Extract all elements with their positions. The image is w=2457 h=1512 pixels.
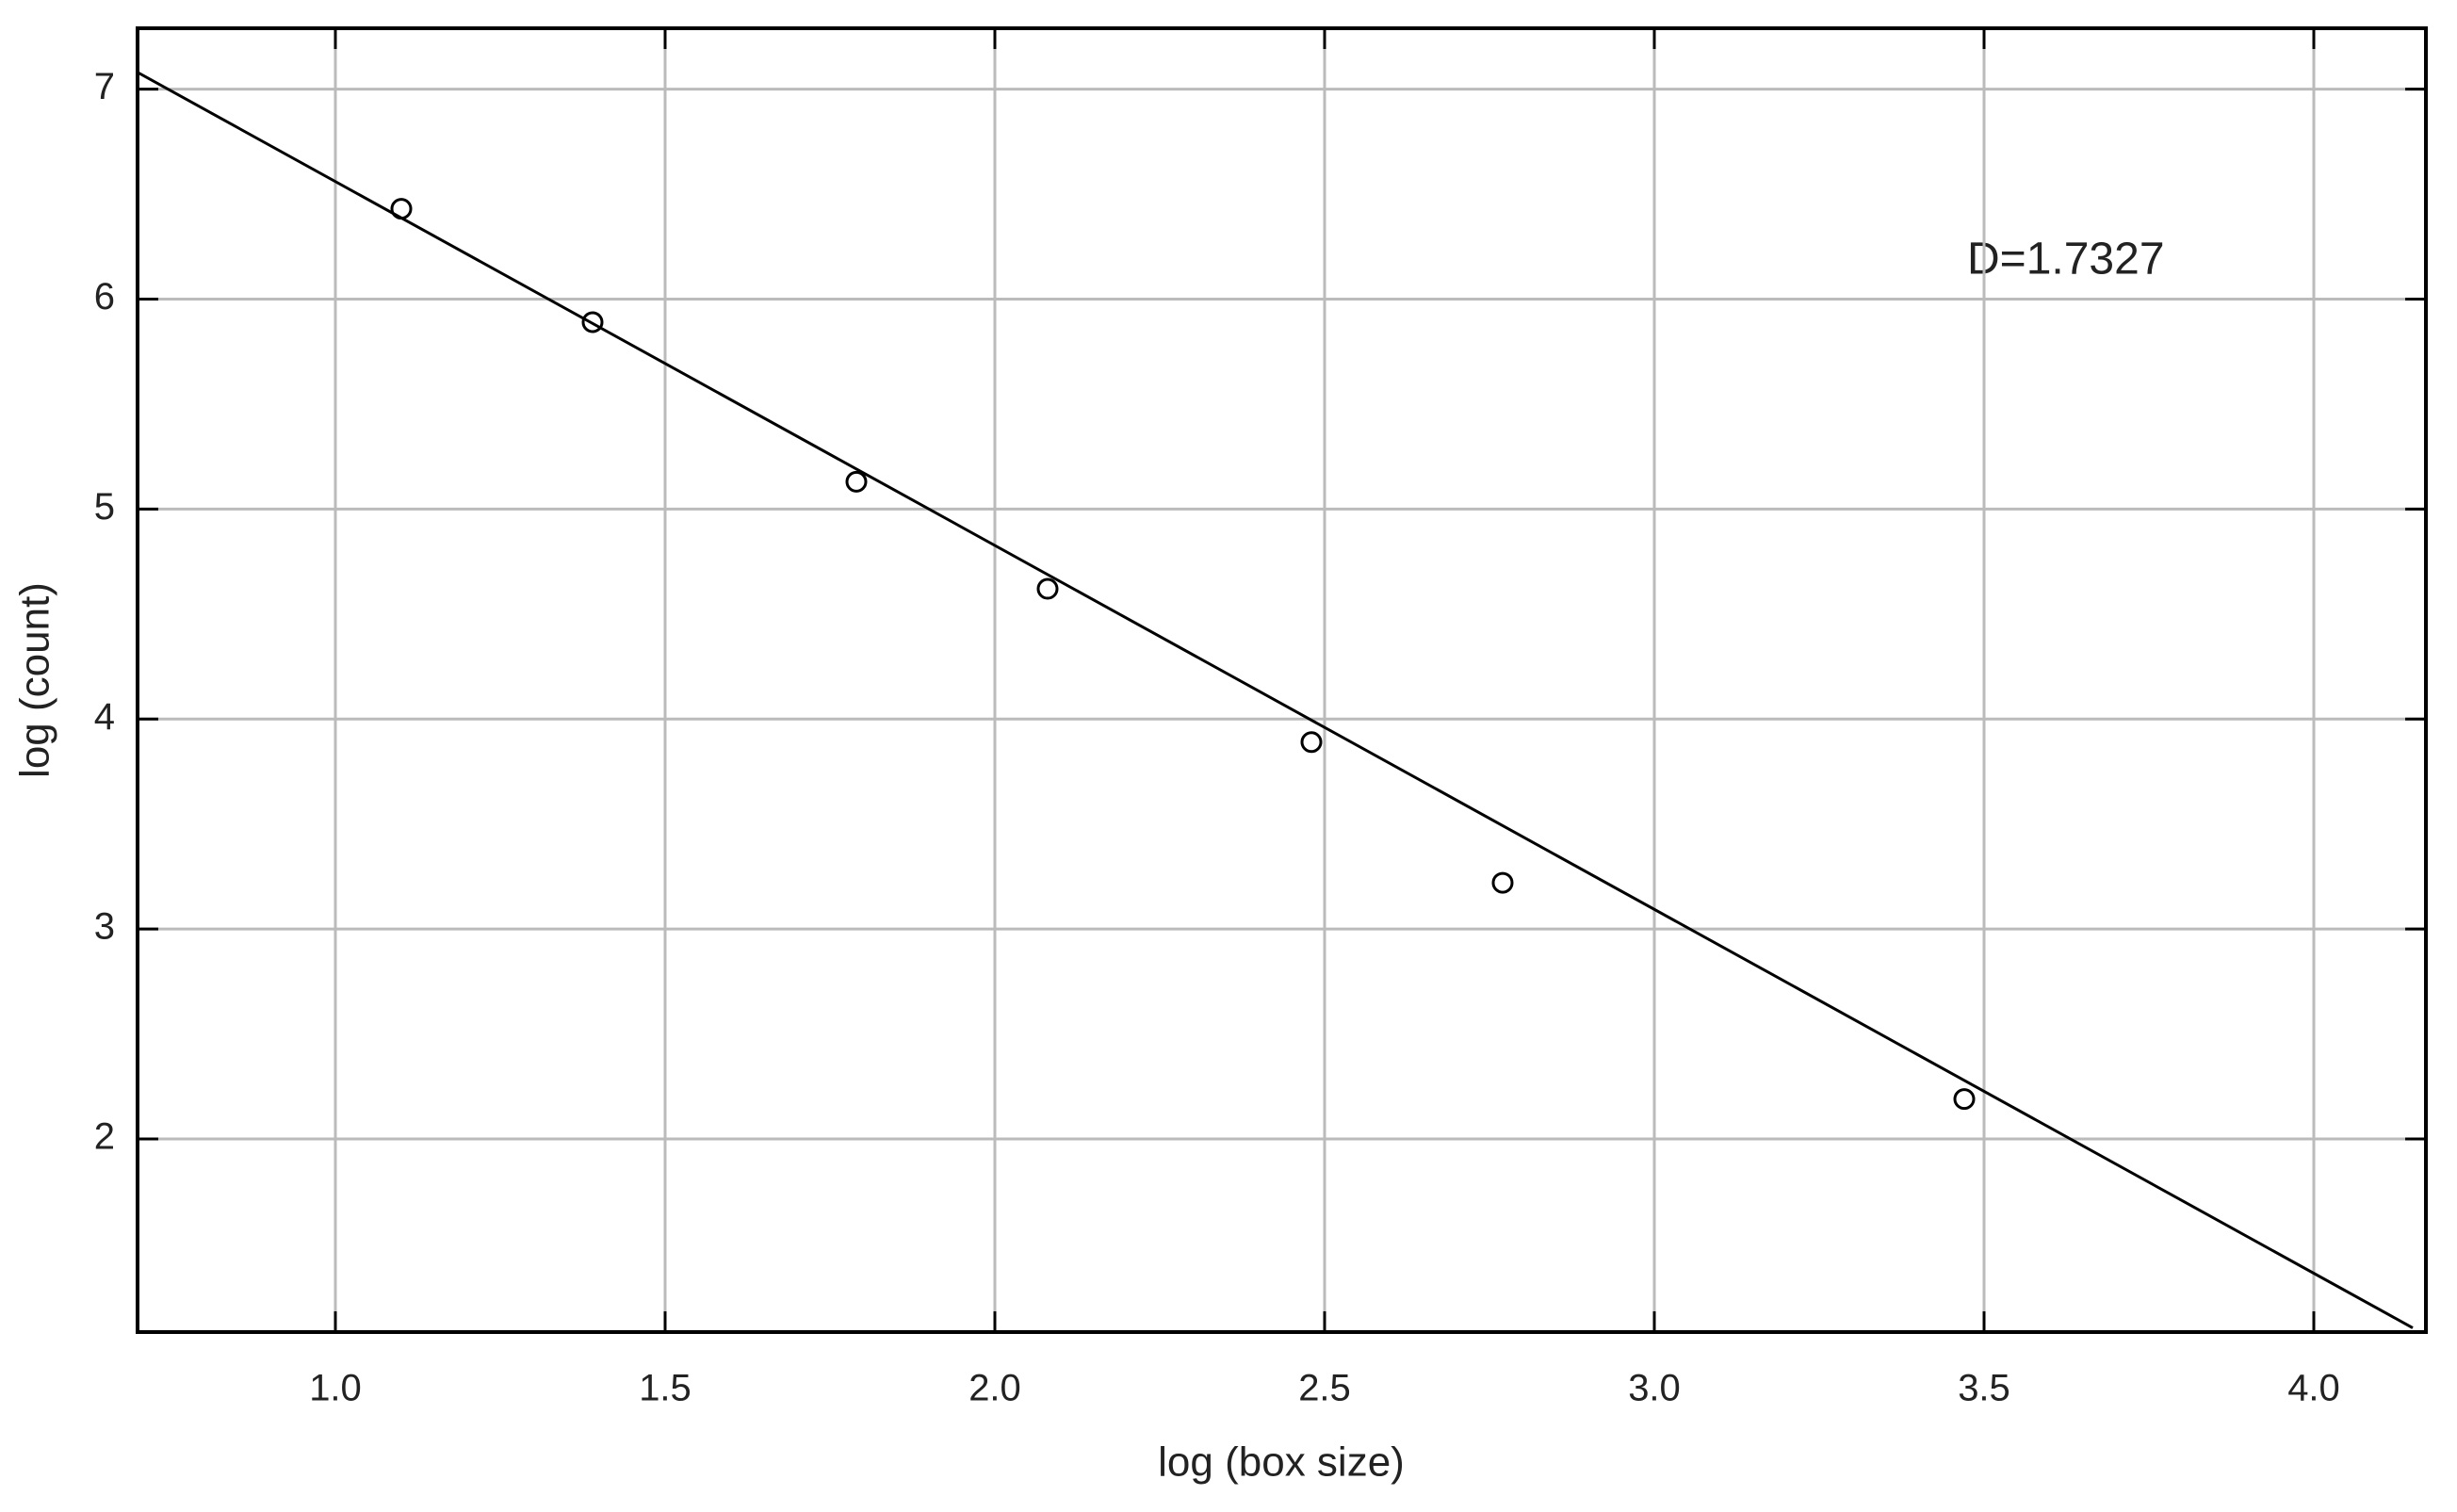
y-tick-label: 2 [94, 1116, 115, 1158]
fit-line [138, 71, 2414, 1329]
y-tick-label: 4 [94, 696, 115, 738]
x-tick-label: 4.0 [2287, 1368, 2340, 1409]
y-tick-label: 5 [94, 486, 115, 528]
y-tick-label: 3 [94, 906, 115, 948]
plot-frame [136, 26, 2428, 1334]
data-point [1300, 731, 1323, 754]
data-point [1491, 871, 1514, 894]
data-point [1953, 1088, 1976, 1111]
y-axis-label: log (count) [12, 582, 58, 778]
x-tick-label: 1.0 [309, 1368, 362, 1409]
x-tick-label: 3.0 [1628, 1368, 1681, 1409]
x-tick-label: 1.5 [639, 1368, 692, 1409]
y-tick-label: 7 [94, 66, 115, 107]
data-point [845, 470, 868, 493]
x-tick-label: 2.0 [968, 1368, 1021, 1409]
data-point [1036, 577, 1059, 600]
data-point [581, 311, 604, 333]
x-tick-label: 3.5 [1958, 1368, 2010, 1409]
annotation: D=1.7327 [1967, 235, 2165, 285]
x-axis-label: log (box size) [1158, 1439, 1405, 1486]
x-tick-label: 2.5 [1298, 1368, 1351, 1409]
y-tick-label: 6 [94, 276, 115, 317]
